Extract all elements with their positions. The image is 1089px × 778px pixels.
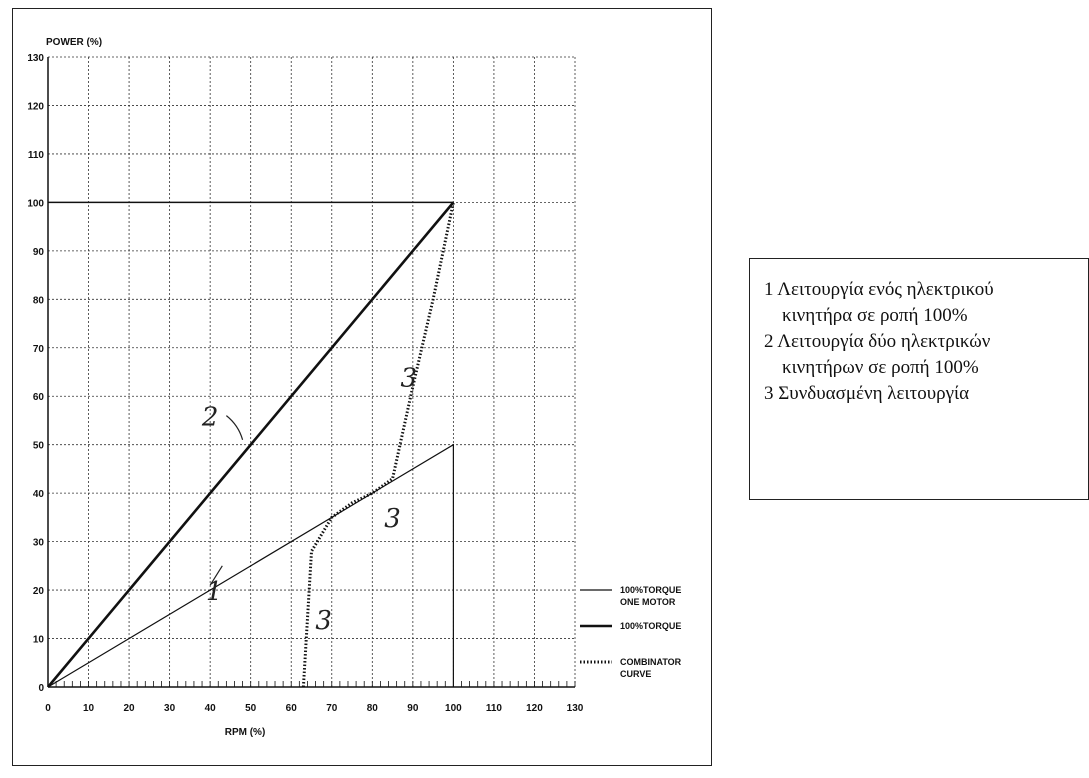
y-tick-label: 130 — [27, 53, 44, 64]
y-tick-label: 50 — [33, 441, 45, 452]
y-tick-label: 20 — [33, 586, 45, 597]
series-line-1 — [47, 443, 454, 688]
y-tick-label: 0 — [38, 683, 44, 694]
chart-frame — [12, 8, 712, 766]
x-tick-label: 60 — [286, 703, 298, 714]
annotation-pointer-2 — [225, 415, 244, 441]
legend-layer: 100%TORQUE ONE MOTOR 100%TORQUE COMBINATOR C… — [580, 585, 682, 679]
legend-label-1: 100%TORQUE — [620, 585, 681, 595]
x-tick-label: 0 — [45, 703, 51, 714]
notes-box: 1 Λειτουργία ενός ηλεκτρικού κινητήρα σε… — [749, 258, 1089, 500]
x-tick-label: 50 — [245, 703, 257, 714]
x-tick-label: 40 — [205, 703, 217, 714]
x-tick-label: 120 — [526, 703, 543, 714]
x-tick-label: 100 — [445, 703, 462, 714]
note-line-1: 1 Λειτουργία ενός ηλεκτρικού — [764, 279, 994, 300]
chart-svg: 0 10 20 30 40 50 60 70 80 90 100 110 120 130 0 10 20 30 40… — [27, 37, 682, 738]
annotation-3: 3 — [384, 504, 401, 534]
note-line-4: κινητήρων σε ροπή 100% — [782, 357, 979, 378]
series-layer — [47, 201, 455, 688]
x-axis-title: RPM (%) — [225, 727, 266, 738]
y-tick-label: 40 — [33, 489, 45, 500]
legend-label-1: ONE MOTOR — [620, 597, 676, 607]
x-tick-label: 80 — [367, 703, 379, 714]
note-line-5: 3 Συνδυασμένη λειτουργία — [764, 383, 970, 404]
x-tick-label: 130 — [567, 703, 584, 714]
y-tick-label: 10 — [33, 635, 45, 646]
x-tick-label: 90 — [407, 703, 419, 714]
y-tick-label: 120 — [27, 101, 44, 112]
annotation-5: 3 — [315, 606, 332, 636]
y-tick-label: 30 — [33, 538, 45, 549]
note-line-3: 2 Λειτουργία δύο ηλεκτρικών — [764, 331, 991, 352]
series-line-2 — [47, 201, 455, 688]
y-tick-label: 60 — [33, 392, 45, 403]
y-axis-title: POWER (%) — [46, 37, 102, 48]
y-tick-label: 80 — [33, 295, 45, 306]
y-tick-label: 70 — [33, 344, 45, 355]
annotation-pointer-1 — [209, 565, 223, 586]
x-tick-label: 110 — [486, 703, 503, 714]
annotation-layer: 1 2 3 3 3 — [201, 364, 417, 636]
y-tick-label: 110 — [28, 150, 45, 161]
annotation-2: 2 — [201, 402, 219, 432]
series-line-3 — [301, 202, 455, 688]
x-tick-label: 20 — [124, 703, 136, 714]
y-tick-label: 90 — [33, 247, 45, 258]
x-tick-label: 10 — [83, 703, 95, 714]
legend-label-2: 100%TORQUE — [620, 621, 681, 631]
x-tick-label: 30 — [164, 703, 176, 714]
ticks-layer: 0 10 20 30 40 50 60 70 80 90 100 110 120 130 0 10 20 30 40… — [27, 53, 583, 714]
x-tick-label: 70 — [326, 703, 338, 714]
legend-label-3: COMBINATOR — [620, 657, 682, 667]
annotation-1: 1 — [206, 577, 223, 607]
annotation-4: 3 — [401, 364, 418, 394]
axes-layer — [47, 57, 575, 688]
note-line-2: κινητήρα σε ροπή 100% — [782, 305, 968, 326]
legend-label-3: CURVE — [620, 669, 651, 679]
y-tick-label: 100 — [27, 198, 44, 209]
